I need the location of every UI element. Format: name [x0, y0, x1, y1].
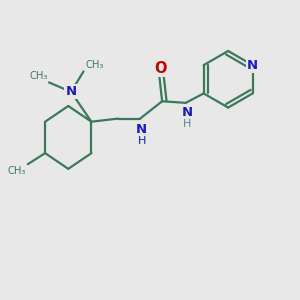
Text: H: H [183, 119, 191, 129]
Text: O: O [154, 61, 167, 76]
Text: H: H [137, 136, 146, 146]
Text: CH₃: CH₃ [8, 166, 26, 176]
Text: N: N [65, 85, 76, 98]
Text: CH₃: CH₃ [85, 61, 103, 70]
Text: N: N [247, 58, 258, 72]
Text: N: N [182, 106, 193, 119]
Text: N: N [136, 123, 147, 136]
Text: CH₃: CH₃ [29, 71, 47, 81]
